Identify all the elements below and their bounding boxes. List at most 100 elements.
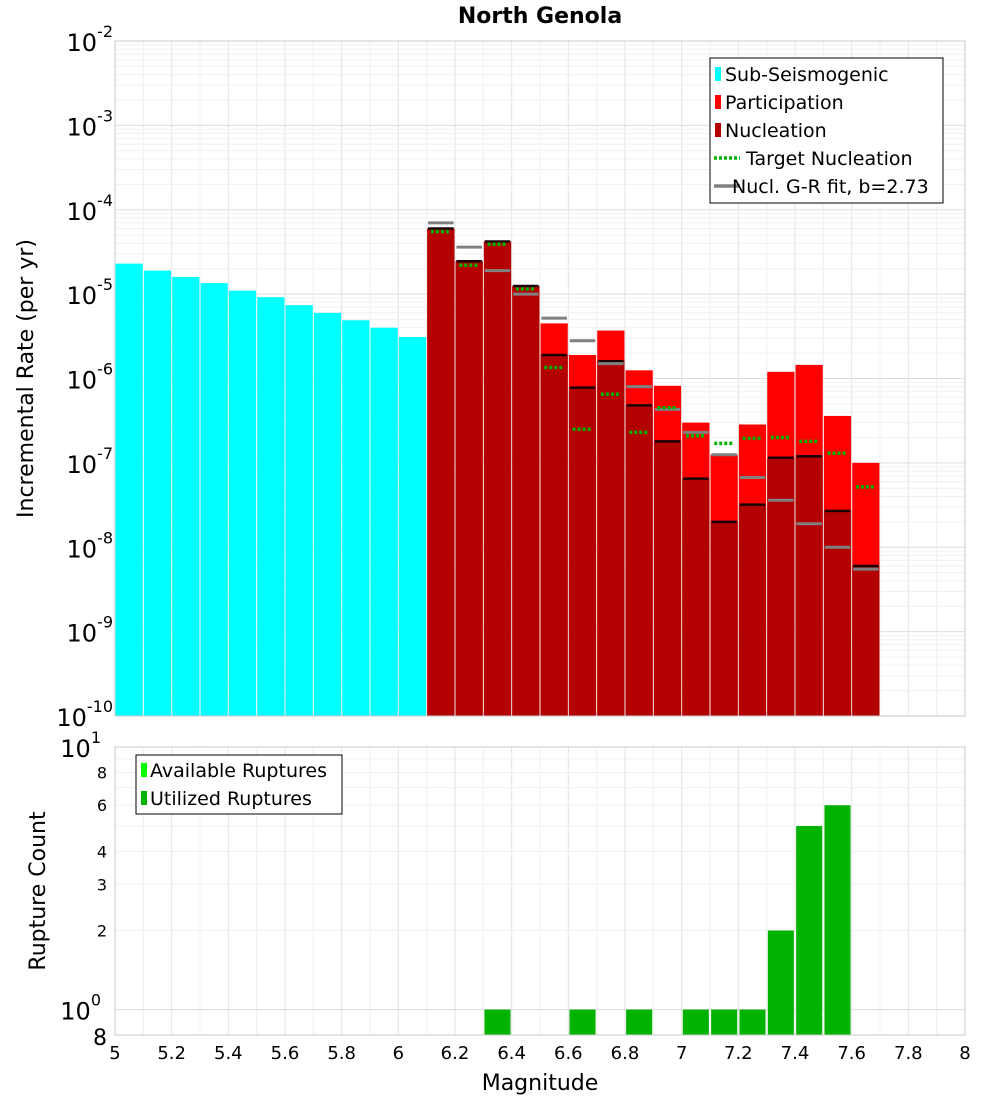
utilized-ruptures-bar — [767, 930, 794, 1035]
bottom-legend: Available Ruptures Utilized Ruptures — [135, 754, 343, 815]
nucleation-bar — [427, 228, 455, 716]
sub-seismogenic-bar — [200, 283, 228, 716]
sub-seismogenic-bar — [342, 320, 370, 716]
x-tick-label: 5.4 — [214, 1043, 243, 1064]
top-y-tick-label: 10-5 — [67, 275, 114, 310]
x-tick-label: 7.4 — [781, 1043, 810, 1064]
legend-label: Participation — [725, 92, 844, 114]
bottom-y-axis-label: Rupture Count — [26, 811, 51, 971]
nucleation-bar — [852, 565, 880, 716]
bottom-y-tick-minor: 2 — [97, 922, 107, 941]
top-y-axis-label: Incremental Rate (per yr) — [14, 239, 39, 518]
utilized-ruptures-bar — [569, 1009, 596, 1035]
sub-seismogenic-bar — [115, 263, 143, 716]
legend-label: Target Nucleation — [745, 148, 913, 170]
top-y-tick-labels: 10-10 10-9 10-8 10-7 10-6 10-5 10-4 10-3 10-2 — [56, 22, 113, 732]
utilized-ruptures-bar — [484, 1009, 511, 1035]
legend-label: Nucleation — [725, 120, 827, 142]
top-y-tick-label: 10-2 — [67, 22, 114, 57]
utilized-ruptures-bar — [824, 805, 851, 1035]
legend-swatch — [141, 791, 147, 805]
utilized-ruptures-bar — [739, 1009, 766, 1035]
top-y-tick-label: 10-9 — [67, 613, 114, 648]
legend-label: Sub-Seismogenic — [725, 64, 889, 86]
bottom-bars — [484, 805, 851, 1035]
utilized-ruptures-bar — [682, 1009, 709, 1035]
bottom-plot-frame — [114, 746, 966, 1036]
nucleation-bar — [625, 405, 653, 716]
x-tick-label: 6.6 — [554, 1043, 583, 1064]
legend-swatch — [715, 95, 721, 109]
x-tick-label: 6 — [393, 1043, 404, 1064]
bottom-y-tick-minor: 3 — [97, 875, 107, 894]
top-legend: Sub-Seismogenic Participation Nucleation Ta… — [709, 57, 944, 204]
nucleation-bar — [767, 457, 795, 716]
sub-seismogenic-bar — [370, 327, 398, 716]
top-y-tick-label: 10-8 — [67, 528, 114, 563]
sub-seismogenic-bar — [172, 276, 200, 716]
x-tick-label: 5 — [109, 1043, 120, 1064]
x-tick-label: 7 — [676, 1043, 687, 1064]
top-plot-frame — [114, 40, 966, 717]
top-y-tick-label: 10-7 — [67, 444, 114, 479]
bottom-y-tick-minor: 8 — [97, 763, 107, 782]
legend-label: Available Ruptures — [150, 760, 327, 782]
bottom-y-tick-major: 100 — [60, 991, 101, 1026]
nucleation-bar — [597, 361, 625, 716]
nucleation-bar — [512, 285, 540, 716]
nucleation-bar — [682, 478, 710, 716]
sub-seismogenic-bar — [143, 270, 172, 716]
x-tick-label: 7.8 — [894, 1043, 923, 1064]
x-tick-label: 8 — [959, 1043, 970, 1064]
nucleation-bar — [483, 241, 512, 717]
sub-seismogenic-bar — [313, 312, 342, 716]
top-bars — [115, 228, 880, 717]
top-legend-box — [709, 57, 944, 204]
x-tick-label: 5.2 — [157, 1043, 186, 1064]
x-tick-label: 7.6 — [837, 1043, 866, 1064]
x-tick-label: 6.8 — [611, 1043, 640, 1064]
nucleation-bar — [455, 261, 483, 716]
nucleation-bar — [710, 521, 738, 716]
x-tick-label: 6.2 — [441, 1043, 470, 1064]
bottom-y-tick-minor: 4 — [97, 842, 107, 861]
utilized-ruptures-bar — [796, 826, 823, 1035]
sub-seismogenic-bar — [285, 305, 313, 716]
sub-seismogenic-bar — [257, 297, 285, 716]
top-lines — [428, 221, 879, 571]
nucleation-bar — [738, 504, 767, 716]
sub-seismogenic-bar — [398, 337, 427, 716]
bottom-grid — [114, 747, 966, 1035]
x-tick-label: 6.4 — [497, 1043, 526, 1064]
top-y-tick-label: 10-4 — [67, 191, 114, 226]
bottom-y-tick-minor: 6 — [97, 796, 107, 815]
utilized-ruptures-bar — [711, 1009, 738, 1035]
bottom-y-tick-major: 101 — [60, 728, 101, 763]
legend-label: Utilized Ruptures — [150, 788, 312, 810]
bottom-y-tick-minor: 8 — [93, 1026, 107, 1051]
nucleation-bar — [823, 510, 852, 716]
chart-title: North Genola — [458, 4, 622, 29]
x-tick-label: 5.8 — [327, 1043, 356, 1064]
top-y-tick-label: 10-10 — [56, 697, 113, 732]
utilized-ruptures-bar — [626, 1009, 653, 1035]
legend-swatch — [715, 123, 721, 137]
legend-label: Nucl. G-R fit, b=2.73 — [732, 176, 929, 198]
x-tick-labels: 5 5.2 5.4 5.6 5.8 6 6.2 6.4 6.6 6.8 7 7.2 7.4 7.6 7.8 8 — [109, 1043, 970, 1064]
legend-swatch — [715, 67, 721, 81]
top-y-tick-label: 10-3 — [67, 106, 114, 141]
nucleation-bar — [540, 354, 568, 716]
sub-seismogenic-bar — [228, 290, 257, 716]
nucleation-bar — [653, 441, 682, 716]
nucleation-bar — [795, 456, 823, 716]
bottom-legend-box — [135, 754, 343, 815]
nucleation-bar — [568, 387, 597, 716]
legend-swatch — [141, 763, 147, 777]
x-axis-label: Magnitude — [482, 1071, 599, 1096]
x-tick-label: 7.2 — [724, 1043, 753, 1064]
x-tick-label: 5.6 — [271, 1043, 300, 1064]
top-y-tick-label: 10-6 — [67, 360, 114, 395]
